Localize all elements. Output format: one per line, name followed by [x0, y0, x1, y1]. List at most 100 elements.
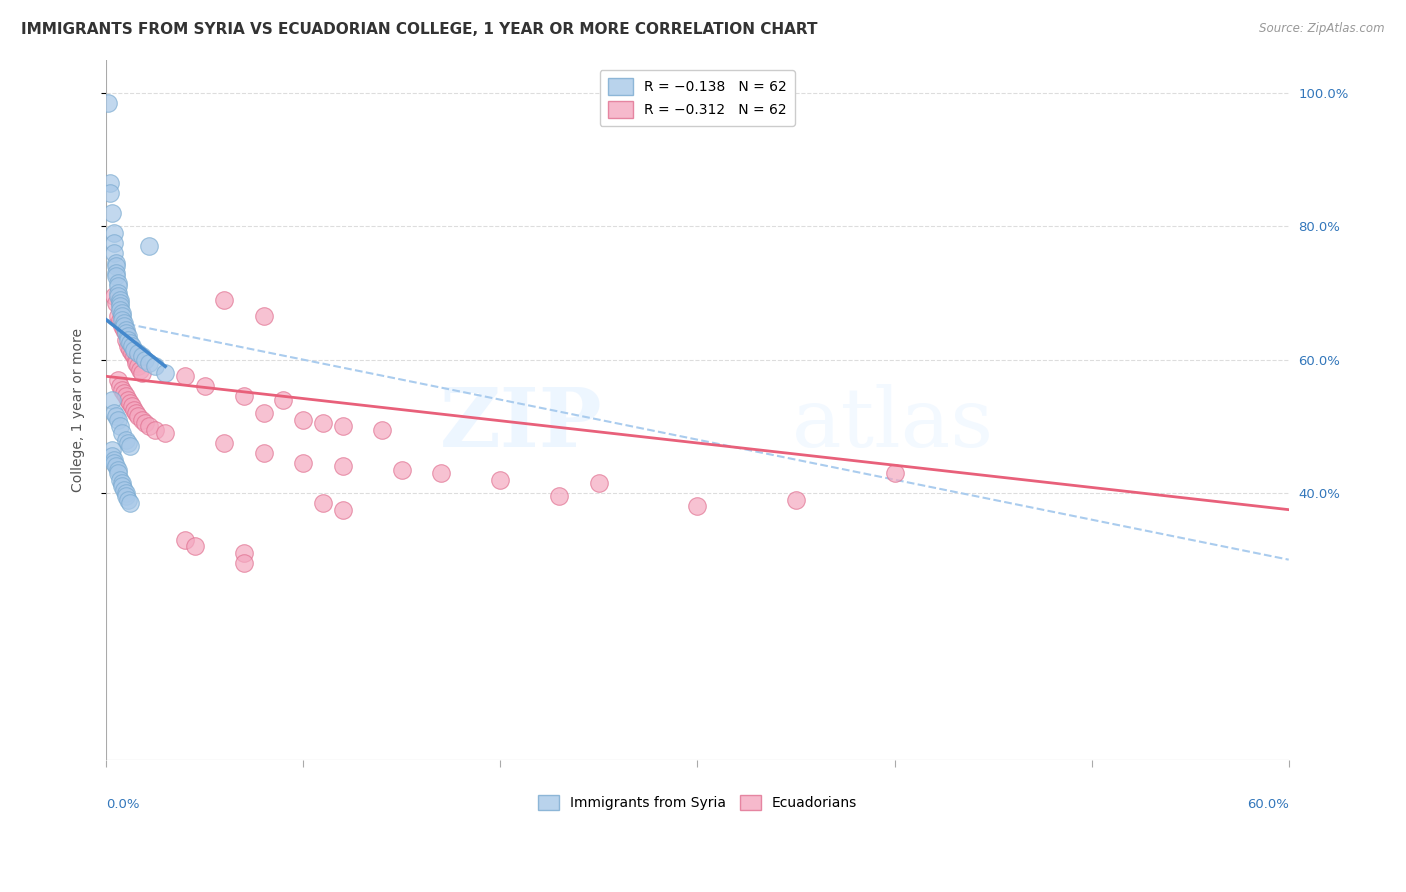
Point	[103, 246, 125, 260]
Point	[104, 459, 127, 474]
Point	[107, 310, 129, 324]
Point	[134, 352, 156, 367]
Point	[121, 400, 143, 414]
Point	[117, 392, 139, 407]
Point	[107, 412, 129, 426]
Point	[489, 473, 512, 487]
Point	[131, 366, 153, 380]
Point	[391, 463, 413, 477]
Point	[98, 186, 121, 200]
Point	[114, 326, 136, 340]
Point	[233, 389, 256, 403]
Point	[785, 492, 807, 507]
Point	[104, 266, 127, 280]
Point	[104, 256, 127, 270]
Point	[118, 335, 141, 350]
Point	[103, 289, 125, 303]
Point	[108, 419, 131, 434]
Point	[104, 409, 127, 424]
Point	[122, 402, 145, 417]
Point	[127, 359, 149, 374]
Point	[111, 319, 134, 334]
Point	[108, 312, 131, 326]
Point	[194, 379, 217, 393]
Point	[548, 489, 571, 503]
Point	[124, 406, 146, 420]
Point	[111, 383, 134, 397]
Point	[112, 386, 135, 401]
Point	[118, 343, 141, 357]
Point	[117, 492, 139, 507]
Point	[101, 206, 124, 220]
Point	[134, 416, 156, 430]
Point	[117, 436, 139, 450]
Point	[124, 352, 146, 367]
Point	[131, 349, 153, 363]
Point	[104, 269, 127, 284]
Point	[143, 359, 166, 374]
Point	[111, 312, 134, 326]
Point	[273, 392, 295, 407]
Text: atlas: atlas	[792, 384, 994, 464]
Point	[108, 379, 131, 393]
Point	[122, 343, 145, 357]
Point	[118, 396, 141, 410]
Point	[184, 539, 207, 553]
Point	[332, 459, 354, 474]
Point	[98, 176, 121, 190]
Point	[114, 433, 136, 447]
Point	[104, 296, 127, 310]
Point	[107, 289, 129, 303]
Point	[117, 329, 139, 343]
Point	[117, 333, 139, 347]
Point	[101, 392, 124, 407]
Point	[233, 556, 256, 570]
Point	[111, 310, 134, 324]
Point	[131, 412, 153, 426]
Point	[108, 302, 131, 317]
Point	[101, 442, 124, 457]
Point	[127, 346, 149, 360]
Legend: Immigrants from Syria, Ecuadorians: Immigrants from Syria, Ecuadorians	[533, 789, 862, 816]
Point	[174, 533, 197, 547]
Point	[312, 496, 335, 510]
Point	[103, 235, 125, 250]
Point	[112, 319, 135, 334]
Point	[430, 466, 453, 480]
Point	[104, 260, 127, 274]
Point	[108, 293, 131, 307]
Text: 60.0%: 60.0%	[1247, 798, 1289, 811]
Point	[253, 310, 276, 324]
Point	[127, 409, 149, 424]
Point	[111, 475, 134, 490]
Text: 0.0%: 0.0%	[105, 798, 139, 811]
Point	[155, 425, 177, 440]
Point	[114, 323, 136, 337]
Point	[103, 452, 125, 467]
Point	[143, 423, 166, 437]
Point	[371, 423, 394, 437]
Point	[332, 502, 354, 516]
Point	[107, 373, 129, 387]
Point	[292, 412, 315, 426]
Point	[101, 450, 124, 464]
Point	[128, 362, 150, 376]
Point	[214, 293, 236, 307]
Point	[114, 486, 136, 500]
Point	[214, 436, 236, 450]
Point	[103, 406, 125, 420]
Text: ZIP: ZIP	[440, 384, 603, 464]
Point	[111, 479, 134, 493]
Text: IMMIGRANTS FROM SYRIA VS ECUADORIAN COLLEGE, 1 YEAR OR MORE CORRELATION CHART: IMMIGRANTS FROM SYRIA VS ECUADORIAN COLL…	[21, 22, 818, 37]
Point	[108, 296, 131, 310]
Point	[155, 366, 177, 380]
Point	[103, 226, 125, 240]
Point	[97, 95, 120, 110]
Point	[588, 475, 610, 490]
Point	[107, 279, 129, 293]
Point	[114, 389, 136, 403]
Y-axis label: College, 1 year or more: College, 1 year or more	[72, 327, 86, 491]
Point	[118, 439, 141, 453]
Point	[114, 326, 136, 340]
Point	[253, 406, 276, 420]
